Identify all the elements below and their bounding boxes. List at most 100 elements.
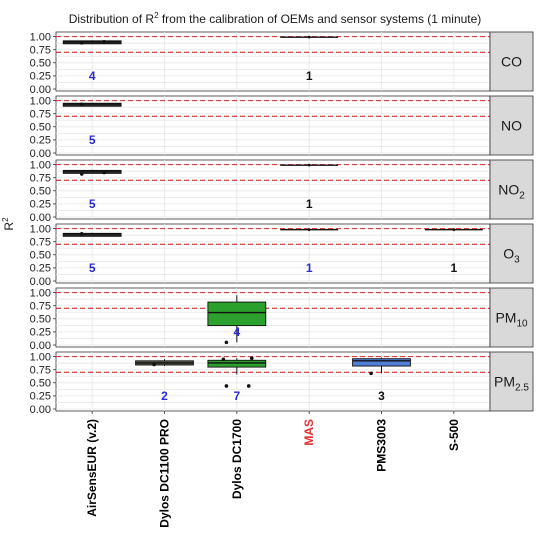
panel-no: 0.000.250.500.75 1.00 5 NO [30,95,534,160]
y-tick-label: 1.00 [30,223,51,235]
box-airsenseur-v-2- [62,232,122,237]
count-label: 2 [161,389,168,403]
outlier-point [102,40,106,44]
panel-no2: 0.000.250.500.75 1.00 5 1 NO2 [30,159,534,224]
y-tick-label: 0.50 [30,122,51,134]
facet-strip-label-main: NO [501,118,522,134]
single-value-point [307,163,311,167]
y-tick-label: 0.75 [30,109,51,121]
count-label: 4 [233,325,240,339]
y-tick-label: 1.00 [30,351,51,363]
panel-o3: 0.000.250.500.75 1.00 5 1 1 O3 [30,223,534,288]
facet-strip-label: NO [501,118,522,134]
panel-co: 0.000.250.500.75 1.00 4 1 CO [30,31,534,96]
facet-strip-label: NO2 [498,182,525,202]
y-tick-label: 0.50 [30,314,51,326]
facet-strip-label: O3 [503,246,520,266]
y-tick-label: 0.00 [30,340,51,352]
outlier-point [224,384,229,388]
box-iqr [352,358,411,367]
count-label: 3 [378,389,385,403]
y-tick-label: 0.50 [30,378,51,390]
facet-strip-label-sub: 2.5 [515,383,529,394]
chart-title-rest: from the calibration of OEMs and sensor … [159,12,482,26]
outlier-point [102,170,106,175]
y-axis-label: R2 [1,217,16,231]
outlier-point [79,41,84,45]
facet-strip-label-sub: 3 [514,255,520,266]
box-pms3003 [352,357,411,376]
x-tick-label: AirSensEUR (v.2) [85,419,99,517]
y-tick-label: 0.00 [30,148,51,160]
box-dylos-dc1700 [207,356,267,388]
facet-strip-label-main: NO [498,182,519,198]
y-axis-label-main: R [2,222,16,231]
y-tick-label: 0.75 [30,173,51,185]
outlier-point [79,232,84,236]
panel-pm10: 0.000.250.500.75 1.00 4 PM10 [30,287,534,352]
facet-panels: 0.000.250.500.751.004 1CO0.000.250.500.75… [30,31,534,416]
facet-strip-label-main: O [503,246,514,262]
facet-strip [489,223,534,284]
count-label: 7 [233,389,240,403]
y-tick-label: 0.75 [30,45,51,57]
outlier-point [224,340,229,345]
chart-title-main: Distribution of R [69,12,155,26]
facet-strip [489,31,534,92]
chart-title-sup: 2 [154,11,159,20]
outlier-point [246,384,251,388]
y-tick-label: 1.00 [30,31,51,43]
facet-strip-label-main: PM [495,310,516,326]
facet-strip-label: PM10 [495,310,528,330]
facet-strip [489,159,534,220]
y-tick-label: 1.00 [30,159,51,171]
box-airsenseur-v-2- [62,102,122,107]
y-tick-label: 0.75 [30,301,51,313]
panel-pm25: 0.000.250.500.75 1.00 2 7 3 PM2.5 [30,351,534,416]
panel-background [55,31,491,92]
panel-background [55,159,491,220]
x-tick-label: Dylos DC1700 [230,419,244,499]
y-tick-label: 0.50 [30,186,51,198]
y-tick-label: 0.25 [30,263,51,275]
outlier-point [79,172,84,176]
y-tick-label: 0.50 [30,250,51,262]
panel-background [55,351,491,412]
box-iqr [207,359,267,368]
x-tick-label: MAS [302,419,316,446]
count-label: 5 [89,261,96,275]
single-value-point [307,228,311,232]
facet-strip [489,351,534,412]
y-tick-label: 0.75 [30,237,51,249]
y-tick-label: 0.25 [30,135,51,147]
outlier-point [79,102,84,107]
chart-title: Distribution of R2 from the calibration … [69,11,482,26]
facet-strip [489,95,534,156]
y-tick-label: 0.00 [30,404,51,416]
facet-strip-label-main: CO [501,54,522,70]
outlier-point [249,356,254,360]
outlier-point [369,371,373,376]
count-label: 4 [89,69,96,83]
box-airsenseur-v-2- [62,169,122,176]
facet-strip-label: CO [501,54,522,70]
outlier-point [152,362,156,367]
x-tick-label: S-500 [447,419,461,451]
y-tick-label: 0.00 [30,212,51,224]
y-tick-label: 0.50 [30,58,51,70]
facet-strip-label-sub: 10 [516,319,528,330]
count-label: 5 [89,197,96,211]
y-tick-label: 0.75 [30,365,51,377]
facet-strip-label-sub: 2 [519,191,525,202]
facet-strip-label-main: PM [494,374,515,390]
box-airsenseur-v-2- [62,40,122,45]
y-tick-label: 1.00 [30,287,51,299]
outlier-point [221,357,226,362]
panel-background [55,95,491,156]
y-tick-label: 0.25 [30,391,51,403]
single-value-point [452,228,456,232]
count-label: 5 [89,133,96,147]
count-label: 1 [306,197,313,211]
y-axis-label-sup: 2 [1,217,10,222]
